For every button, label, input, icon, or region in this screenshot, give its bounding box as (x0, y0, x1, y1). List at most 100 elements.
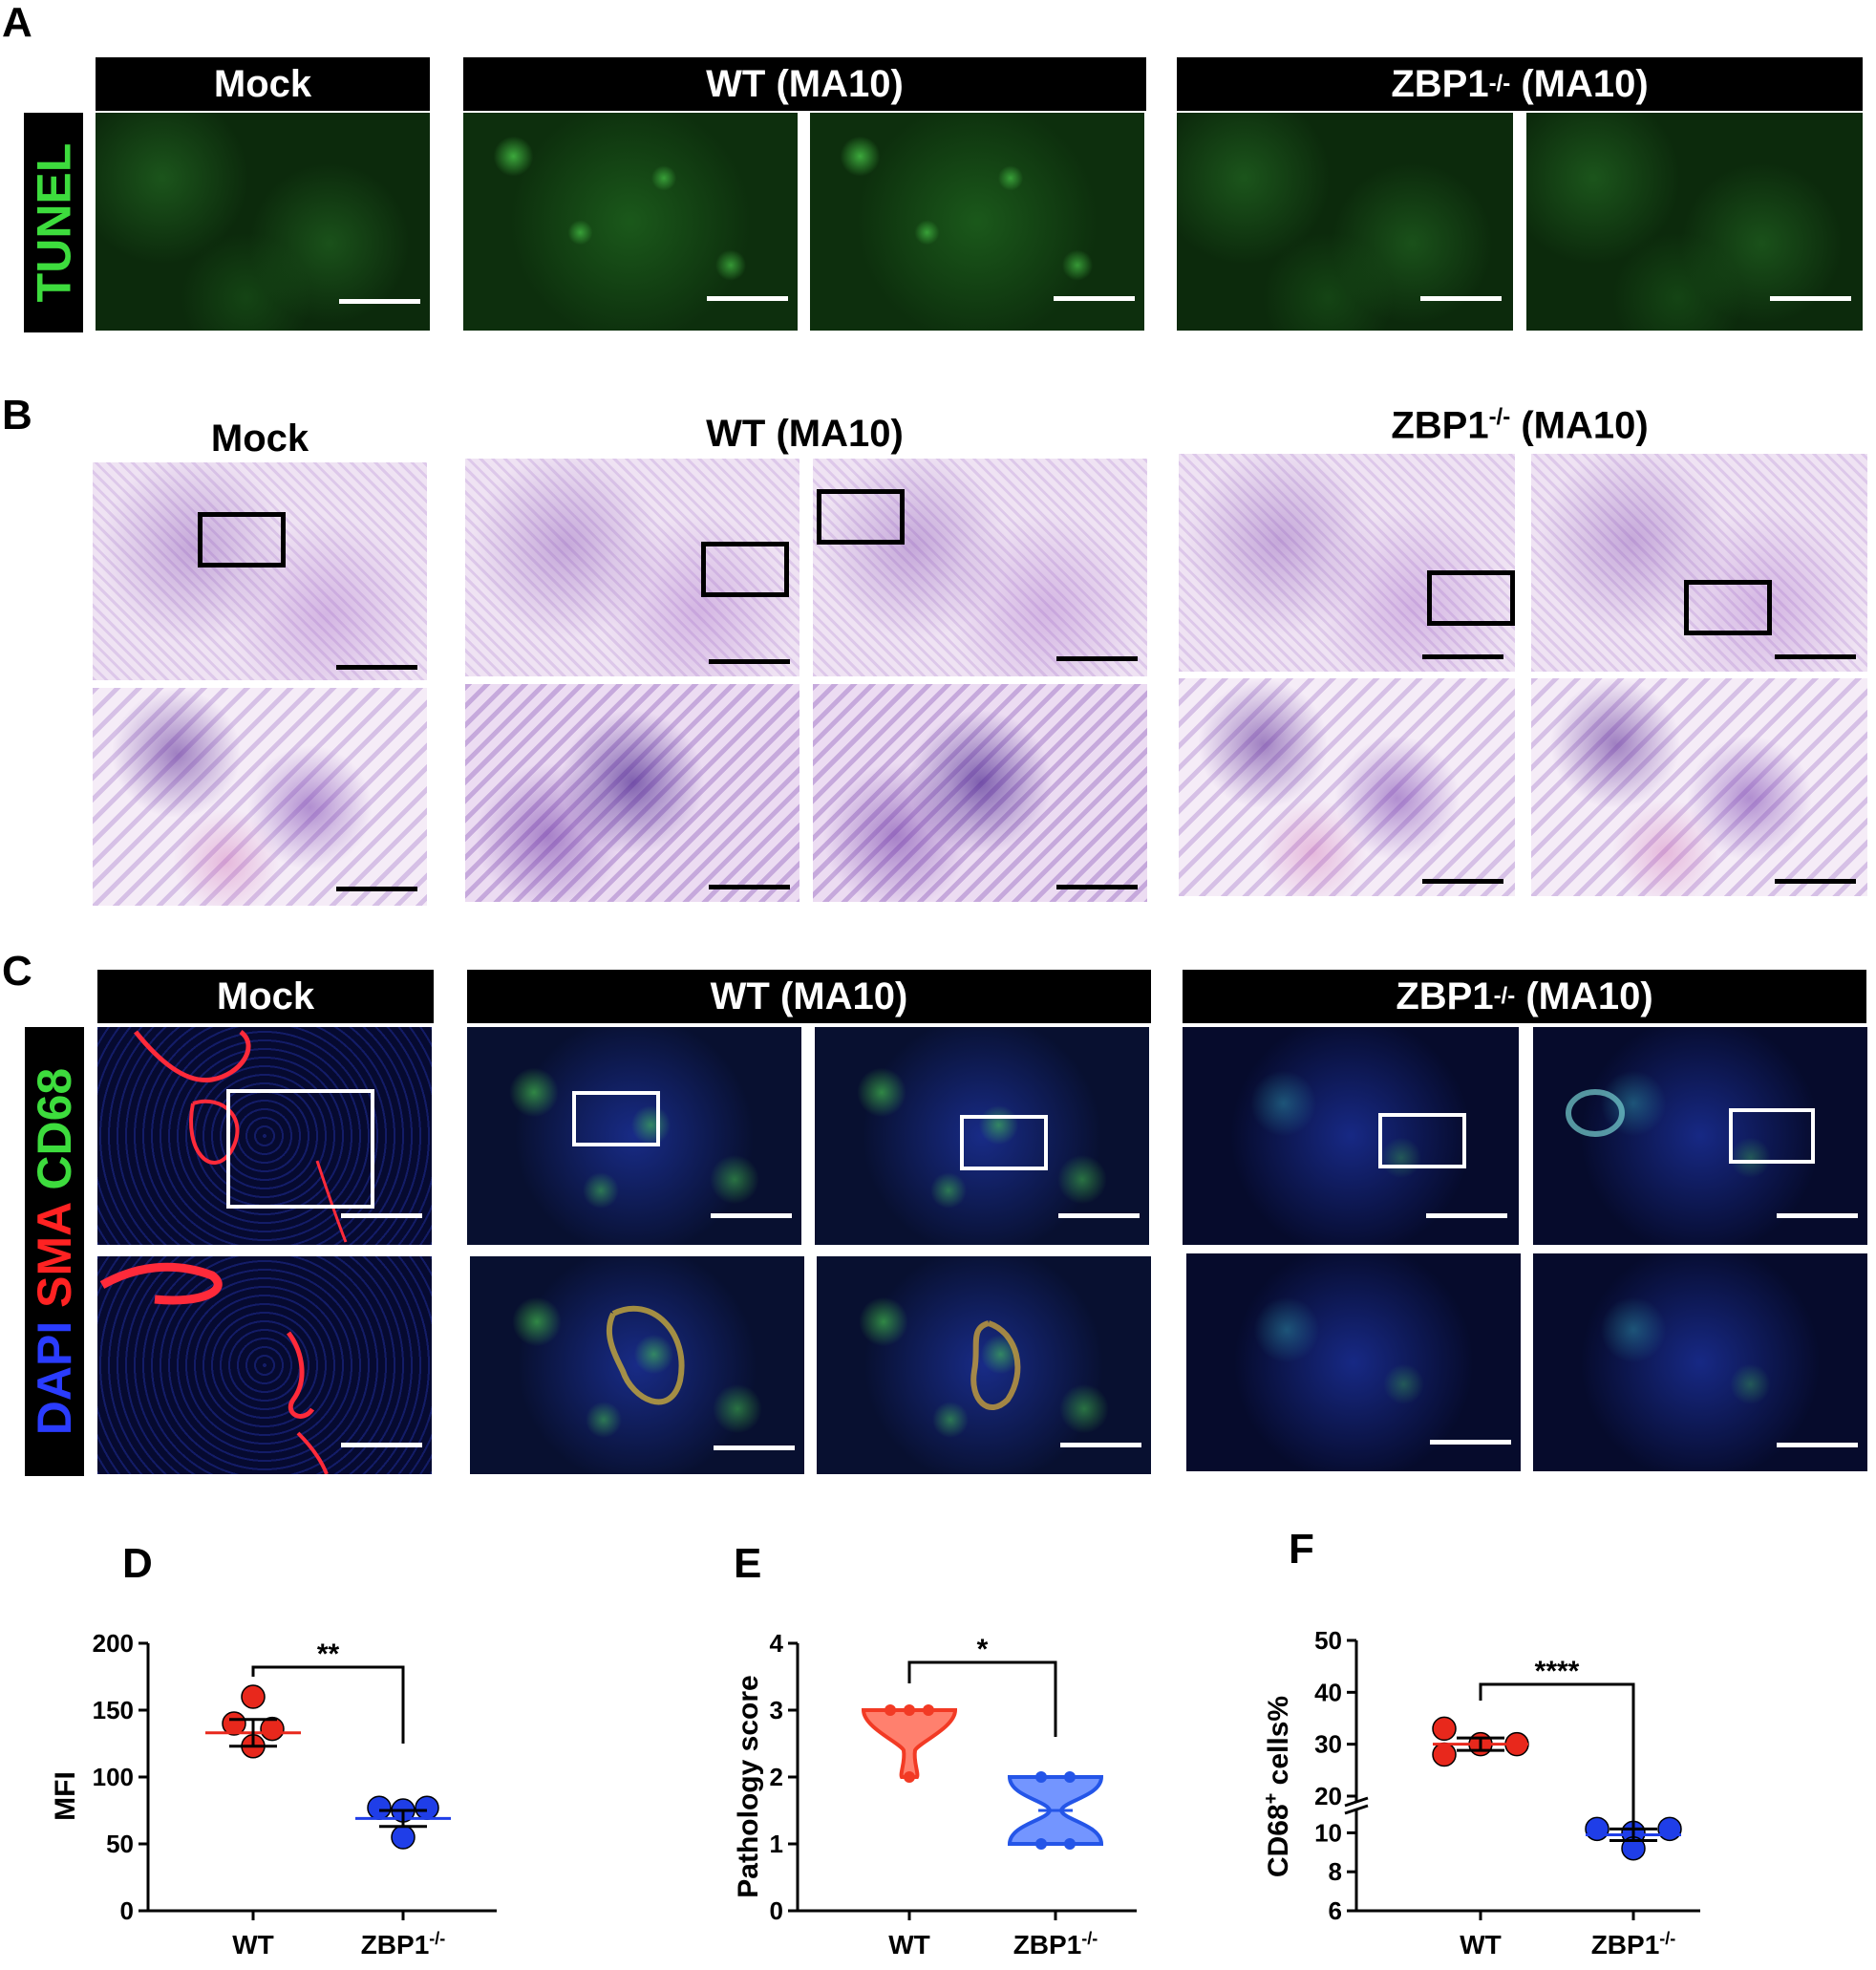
he-image-zbp1b-high (1531, 678, 1867, 896)
scale-bar (336, 887, 417, 891)
chart-f-significance-label: **** (1535, 1656, 1580, 1687)
chart-e-data-point (1064, 1771, 1076, 1783)
zoom-region-box (1378, 1113, 1466, 1168)
scale-bar (1430, 1440, 1511, 1445)
header-c-wt: WT (MA10) (467, 970, 1151, 1023)
chart-f-y-tick-label: 20 (1314, 1782, 1342, 1810)
panel-label-e: E (734, 1540, 762, 1587)
chart-e-y-tick-label: 3 (770, 1696, 783, 1724)
he-image-mock-low (93, 462, 427, 680)
chart-e-ylabel: Pathology score (733, 1675, 764, 1897)
scale-bar (707, 296, 788, 301)
panel-label-a: A (2, 0, 32, 46)
header-c-zbp1-sup: -/- (1493, 983, 1516, 1009)
scale-bar (341, 1443, 422, 1447)
chart-f-cd68: 20 30 40 50 6 8 10 WT ZBP1-/- **** CD68+ cells% (1261, 1626, 1700, 1959)
airway-overlay (970, 1320, 1021, 1410)
chart-f-tick-label: ZBP1-/- (1591, 1929, 1676, 1959)
tunel-image-zbp1-2 (1526, 113, 1863, 331)
scale-bar (1777, 1443, 1858, 1447)
chart-d-data-point (367, 1795, 392, 1820)
scale-bar (711, 1213, 792, 1218)
sma-vessel-overlay-zoom (99, 1262, 329, 1474)
scale-bar (1060, 1443, 1141, 1447)
chart-f-data-point (1585, 1816, 1610, 1842)
header-a-zbp1: ZBP1 -/- (MA10) (1177, 57, 1863, 111)
header-a-zbp1-name: ZBP1 (1391, 62, 1489, 105)
chart-d-data-point (415, 1795, 439, 1820)
title-b-zbp1-suffix: (MA10) (1510, 404, 1649, 447)
chart-e-data-point (885, 1704, 896, 1716)
scale-bar (1058, 1213, 1140, 1218)
chart-f-axis-break (1344, 1804, 1369, 1815)
he-image-wt2-low (813, 459, 1147, 676)
chart-f-axis-break (1344, 1796, 1369, 1808)
scale-bar (1775, 654, 1856, 659)
scale-bar (1426, 1213, 1507, 1218)
zoom-region-box (701, 542, 789, 597)
panel-label-f: F (1289, 1526, 1314, 1573)
fluor-image-wt1-low (467, 1027, 801, 1245)
scale-bar (1054, 296, 1135, 301)
zoom-region-box (572, 1091, 660, 1146)
chart-d-data-point (241, 1684, 266, 1709)
chart-d-axes: 0 50 100 150 200 WT ZBP1-/- (93, 1629, 497, 1959)
header-c-zbp1: ZBP1 -/- (MA10) (1183, 970, 1866, 1023)
scale-bar (709, 885, 790, 889)
chart-d-significance-bracket (251, 1665, 405, 1744)
tunel-image-wt-1 (463, 113, 798, 331)
title-b-wt: WT (MA10) (706, 413, 904, 455)
fluor-image-zbp1b-low (1533, 1027, 1867, 1245)
tunel-image-zbp1-1 (1177, 113, 1513, 331)
scale-bar (709, 659, 790, 664)
chart-d-ylabel: MFI (50, 1771, 81, 1821)
airway-overlay (606, 1305, 685, 1405)
chart-e-data-point (1064, 1838, 1076, 1850)
chart-d-tick-label: ZBP1-/- (361, 1929, 446, 1959)
he-image-zbp1a-high (1179, 678, 1515, 896)
chart-e-y-tick-label: 1 (770, 1830, 783, 1858)
chart-f-y-tick-label: 6 (1329, 1896, 1342, 1925)
header-a-mock: Mock (96, 57, 430, 111)
chart-e-significance-bracket (907, 1660, 1057, 1737)
chart-d-tick-label-base: WT (232, 1930, 274, 1959)
fluor-image-zbp1b-high (1533, 1253, 1867, 1471)
header-c-mock: Mock (97, 970, 434, 1023)
vessel-overlay (1566, 1089, 1625, 1137)
chart-e-data-point (1035, 1771, 1047, 1783)
header-c-zbp1-name: ZBP1 (1396, 974, 1494, 1017)
chart-e-data-point (923, 1704, 934, 1716)
chart-e-tick-label: WT (888, 1930, 930, 1959)
scale-bar (339, 299, 420, 304)
zoom-region-box (1729, 1108, 1815, 1164)
chart-d-data-point (260, 1716, 285, 1742)
chart-d-tick-label-base: ZBP1 (361, 1930, 430, 1959)
chart-e-tick-label-sup: -/- (1081, 1929, 1098, 1948)
chart-d-y-tick-label: 0 (120, 1896, 134, 1925)
header-a-zbp1-sup: -/- (1488, 71, 1511, 96)
header-a-zbp1-suffix: (MA10) (1510, 62, 1649, 105)
zoom-region-box (226, 1089, 374, 1209)
he-image-wt2-high (813, 684, 1147, 902)
fluor-image-wt2-low (815, 1027, 1149, 1245)
chart-f-axes: 20 30 40 50 6 8 10 WT ZBP1-/- (1314, 1626, 1700, 1959)
chart-f-tick-label-base: WT (1460, 1930, 1502, 1959)
chart-f-data-point (1432, 1716, 1457, 1742)
scale-bar (1422, 879, 1503, 884)
he-image-zbp1a-low (1179, 454, 1515, 672)
chart-d-tick-label: WT (232, 1930, 274, 1959)
title-b-mock: Mock (210, 418, 309, 460)
zoom-region-box (817, 489, 905, 545)
panel-label-b: B (2, 392, 32, 439)
chart-e-y-tick-label: 4 (770, 1629, 784, 1658)
chart-f-data-point (1432, 1742, 1457, 1767)
fluor-image-mock-low (97, 1027, 432, 1245)
scale-bar (1422, 654, 1503, 659)
scale-bar (336, 665, 417, 670)
chart-e-data-point (1035, 1838, 1047, 1850)
chart-d-tick-label-sup: -/- (429, 1929, 445, 1948)
fluor-image-zbp1a-low (1183, 1027, 1519, 1245)
chart-d-marks: ** (205, 1638, 451, 1850)
chart-f-marks: **** (1432, 1656, 1682, 1861)
title-b-zbp1: ZBP1-/- (MA10) (1177, 404, 1863, 447)
